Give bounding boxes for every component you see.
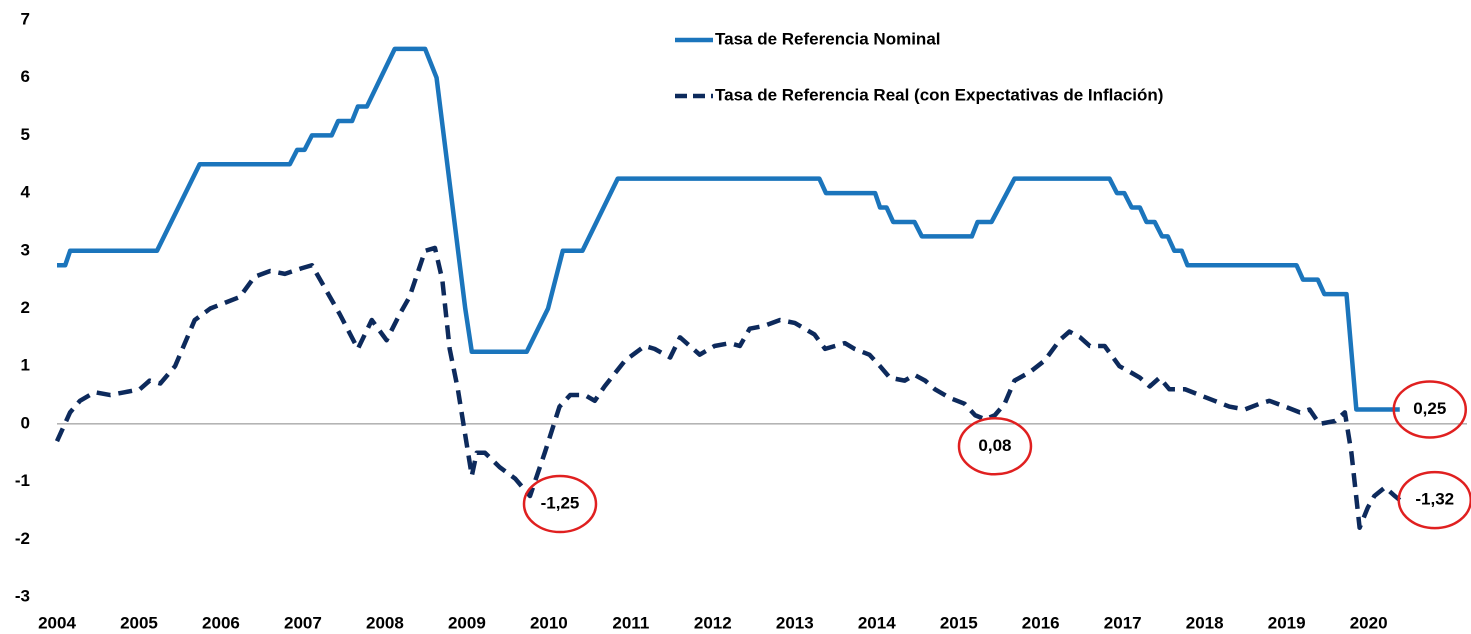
x-tick-label: 2009 <box>448 613 486 632</box>
x-tick-label: 2004 <box>38 613 76 632</box>
annotation-label: -1,25 <box>541 494 580 513</box>
x-tick-label: 2020 <box>1350 613 1388 632</box>
y-tick-label: 4 <box>21 183 31 202</box>
annotation-label: 0,25 <box>1413 399 1446 418</box>
annotation-circle <box>957 417 1033 476</box>
series-line <box>54 245 1402 531</box>
x-tick-label: 2011 <box>612 613 649 632</box>
x-tick-label: 2006 <box>202 613 240 632</box>
x-tick-label: 2005 <box>120 613 158 632</box>
y-tick-label: 6 <box>21 67 30 86</box>
y-tick-label: -3 <box>15 586 30 605</box>
y-tick-label: 7 <box>21 9 30 28</box>
y-tick-label: -2 <box>15 529 30 548</box>
x-tick-label: 2016 <box>1022 613 1060 632</box>
y-tick-label: 0 <box>21 413 30 432</box>
legend-label: Tasa de Referencia Real (con Expectativa… <box>715 85 1163 104</box>
annotation-circle <box>1392 380 1468 439</box>
x-tick-label: 2007 <box>284 613 322 632</box>
x-tick-label: 2014 <box>858 613 896 632</box>
x-tick-label: 2015 <box>940 613 978 632</box>
series-line <box>57 46 1400 412</box>
y-tick-label: 5 <box>21 125 30 144</box>
x-tick-label: 2018 <box>1186 613 1224 632</box>
x-tick-label: 2013 <box>776 613 814 632</box>
y-tick-label: 2 <box>21 298 30 317</box>
x-tick-label: 2008 <box>366 613 404 632</box>
y-tick-label: -1 <box>15 471 30 490</box>
x-tick-label: 2017 <box>1104 613 1142 632</box>
annotation-circle <box>522 474 598 534</box>
y-tick-label: 1 <box>21 356 30 375</box>
x-tick-label: 2019 <box>1268 613 1306 632</box>
annotation-label: 0,08 <box>978 436 1011 455</box>
legend-label: Tasa de Referencia Nominal <box>715 29 941 48</box>
x-tick-label: 2012 <box>694 613 732 632</box>
annotation-label: -1,32 <box>1415 490 1454 509</box>
y-tick-label: 3 <box>21 240 30 259</box>
x-tick-label: 2010 <box>530 613 568 632</box>
